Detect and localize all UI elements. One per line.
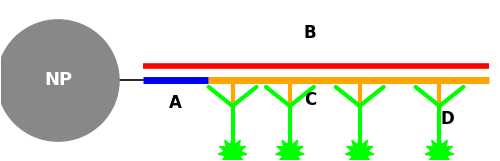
Text: D: D bbox=[440, 110, 454, 128]
Text: B: B bbox=[304, 24, 316, 42]
Text: A: A bbox=[169, 94, 181, 112]
Ellipse shape bbox=[0, 20, 119, 141]
Text: C: C bbox=[304, 91, 316, 109]
Polygon shape bbox=[425, 138, 454, 161]
Polygon shape bbox=[346, 138, 374, 161]
Polygon shape bbox=[218, 138, 247, 161]
Polygon shape bbox=[276, 138, 304, 161]
Text: NP: NP bbox=[44, 71, 72, 90]
